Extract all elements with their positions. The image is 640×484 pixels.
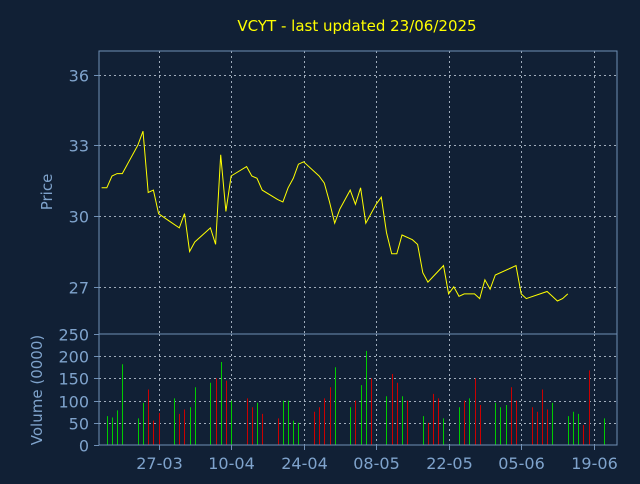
volume-grid [99,334,617,445]
x-tick-label: 24-04 [281,454,328,473]
volume-bars [107,350,605,445]
price-axis-label: Price [38,174,56,211]
volume-plot-frame [98,333,618,446]
x-tick-label: 05-06 [498,454,545,473]
chart-title: VCYT - last updated 23/06/2025 [237,17,476,35]
price-line [101,131,569,302]
x-tick-label: 27-03 [136,454,183,473]
price-tick-label: 27 [69,279,89,298]
x-tick-label: 19-06 [571,454,618,473]
price-tick-label: 30 [69,208,89,227]
price-y-ticks: 27 30 33 36 [69,67,99,298]
x-tick-label: 08-05 [353,454,400,473]
price-grid [99,51,617,334]
price-panel: 27 30 33 36 Price [38,50,618,335]
volume-axis-label: Volume (0000) [28,335,46,445]
volume-tick-label: 200 [58,348,89,367]
volume-tick-label: 50 [69,415,89,434]
volume-tick-label: 0 [79,437,89,456]
price-plot-frame [98,50,618,335]
volume-tick-label: 100 [58,393,89,412]
volume-tick-label: 150 [58,370,89,389]
x-axis-labels: 27-03 10-04 24-04 08-05 22-05 05-06 19-06 [136,445,618,473]
price-tick-label: 36 [69,67,89,86]
x-tick-label: 22-05 [426,454,473,473]
volume-tick-label: 250 [58,326,89,345]
price-tick-label: 33 [69,137,89,156]
x-tick-label: 10-04 [208,454,255,473]
volume-y-ticks: 0 50 100 150 200 250 [58,326,99,456]
volume-panel: 0 50 100 150 200 250 Volume (0000) [28,326,618,456]
